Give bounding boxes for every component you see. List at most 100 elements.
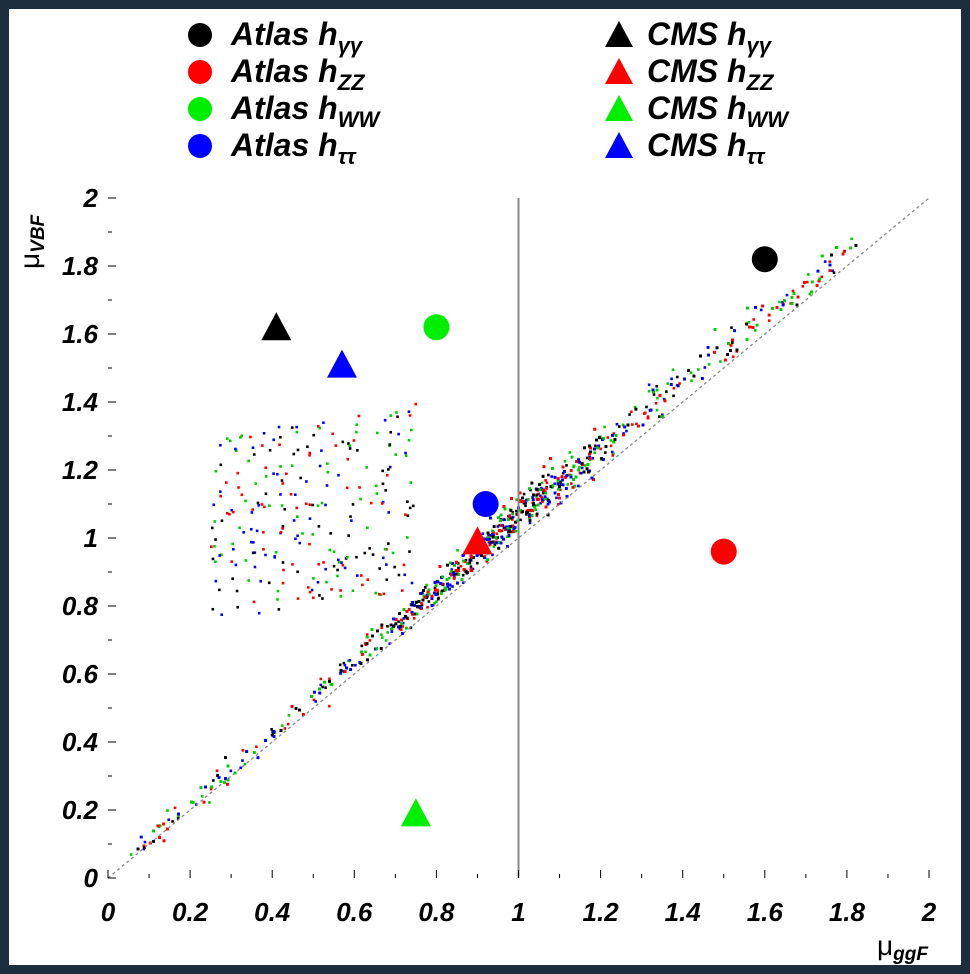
scan-point bbox=[220, 613, 223, 616]
scan-point bbox=[425, 583, 428, 587]
scan-point bbox=[410, 603, 414, 607]
scan-point bbox=[457, 573, 460, 576]
scan-point bbox=[470, 569, 474, 572]
scan-point bbox=[359, 574, 363, 577]
scan-point bbox=[481, 532, 485, 536]
scan-point bbox=[323, 680, 326, 684]
scan-point bbox=[349, 668, 352, 671]
scan-point bbox=[225, 437, 229, 441]
scan-point bbox=[253, 565, 257, 569]
scan-point bbox=[511, 511, 515, 514]
scan-point bbox=[535, 493, 539, 497]
scan-point bbox=[614, 434, 618, 437]
scan-point bbox=[234, 447, 237, 451]
scan-point bbox=[336, 574, 339, 578]
scan-point bbox=[286, 722, 290, 726]
scan-point bbox=[322, 561, 325, 564]
scan-point bbox=[670, 377, 673, 381]
scan-point bbox=[346, 457, 350, 461]
scan-point bbox=[831, 269, 834, 273]
scan-point bbox=[602, 437, 605, 440]
scan-point bbox=[499, 513, 503, 517]
scan-point bbox=[502, 505, 506, 508]
scan-point bbox=[544, 505, 548, 509]
scan-point bbox=[626, 423, 630, 427]
scan-point bbox=[512, 527, 516, 530]
scan-point bbox=[239, 436, 242, 439]
scan-point bbox=[442, 589, 446, 592]
scan-point bbox=[296, 534, 299, 538]
scan-point bbox=[249, 527, 253, 531]
scan-point bbox=[404, 451, 407, 455]
scan-point bbox=[658, 394, 662, 397]
scan-point bbox=[611, 454, 615, 457]
scan-point bbox=[557, 487, 560, 491]
scan-point bbox=[425, 596, 429, 599]
scan-point bbox=[290, 705, 294, 708]
scan-point bbox=[328, 677, 331, 681]
legend-circle-icon bbox=[188, 60, 212, 84]
scan-point bbox=[435, 600, 438, 604]
scan-point bbox=[511, 515, 515, 519]
scan-point bbox=[503, 507, 507, 511]
scan-point bbox=[311, 503, 314, 507]
scan-point bbox=[519, 499, 522, 502]
scan-point bbox=[433, 581, 437, 584]
scan-point bbox=[651, 388, 655, 392]
scan-point bbox=[410, 428, 413, 432]
scan-point bbox=[294, 537, 297, 541]
scan-point bbox=[257, 611, 261, 615]
scan-point bbox=[615, 422, 619, 426]
scan-point bbox=[755, 323, 759, 327]
scan-point bbox=[818, 277, 821, 281]
scan-point bbox=[841, 252, 845, 256]
scan-point bbox=[308, 503, 312, 507]
scan-point bbox=[262, 531, 265, 534]
scan-point bbox=[211, 557, 215, 561]
scan-point bbox=[583, 464, 587, 467]
scan-point bbox=[400, 622, 403, 625]
scan-point bbox=[281, 581, 285, 585]
scan-point bbox=[376, 431, 379, 435]
scan-point bbox=[528, 513, 531, 516]
scan-point bbox=[238, 526, 241, 530]
scan-point bbox=[658, 415, 661, 418]
scan-point bbox=[405, 610, 409, 613]
scan-point bbox=[403, 615, 407, 618]
scan-point bbox=[270, 728, 273, 731]
scan-point bbox=[139, 835, 143, 839]
scan-point bbox=[281, 525, 285, 528]
scan-point bbox=[272, 735, 276, 738]
scan-point bbox=[635, 422, 638, 426]
scan-point bbox=[464, 558, 468, 562]
scan-point bbox=[525, 513, 528, 516]
legend-entry-label: CMS hττ bbox=[647, 127, 766, 169]
scan-point bbox=[545, 485, 548, 489]
scan-point bbox=[501, 524, 504, 527]
scan-point bbox=[250, 540, 253, 544]
scan-point bbox=[339, 589, 342, 592]
scan-point bbox=[643, 411, 647, 415]
scan-point bbox=[602, 458, 605, 461]
scan-point bbox=[252, 541, 255, 544]
y-axis-title: μVBF bbox=[14, 213, 49, 269]
legend-triangle-icon bbox=[605, 58, 633, 84]
scan-point bbox=[527, 509, 530, 512]
y-tick-label: 1.6 bbox=[62, 319, 99, 349]
scan-point bbox=[219, 443, 222, 447]
scan-point bbox=[604, 451, 607, 454]
scan-point bbox=[380, 633, 383, 636]
scan-point bbox=[727, 342, 730, 345]
scan-point bbox=[370, 628, 374, 631]
scan-point bbox=[381, 556, 385, 560]
scan-point bbox=[291, 563, 294, 566]
scan-point bbox=[726, 353, 729, 356]
legend-entry-label: Atlas hZZ bbox=[230, 53, 366, 95]
scan-point bbox=[647, 389, 651, 393]
scan-point bbox=[312, 577, 315, 580]
cms-marker bbox=[261, 312, 292, 341]
scan-point bbox=[387, 468, 390, 471]
scan-point bbox=[214, 560, 217, 563]
scan-point bbox=[730, 326, 733, 329]
